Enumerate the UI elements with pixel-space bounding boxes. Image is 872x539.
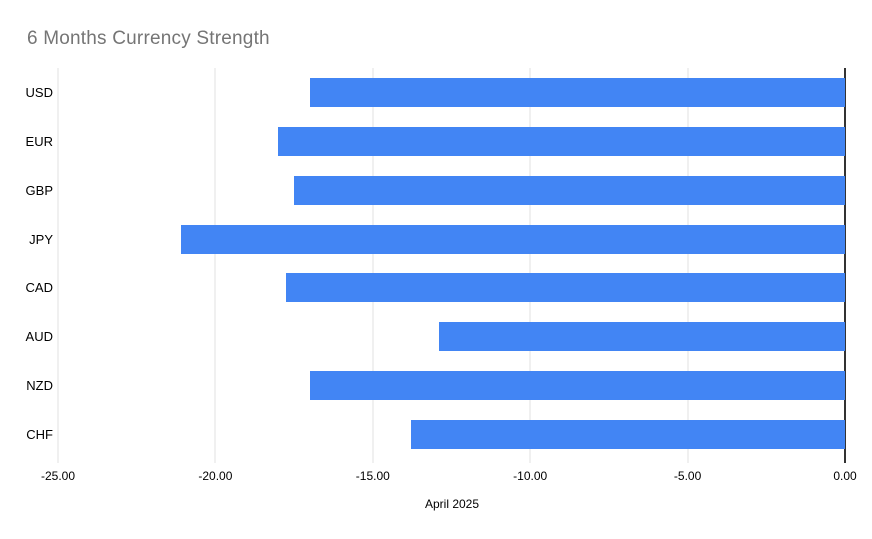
bar-aud — [438, 322, 845, 352]
y-axis-label: CHF — [26, 427, 53, 443]
x-tick-label: 0.00 — [833, 469, 857, 483]
bar-row — [58, 361, 845, 410]
plot-area: USD EUR GBP JPY CAD AUD NZD CHF -25.00 -20.00 -15… — [26, 68, 857, 483]
gridline — [57, 68, 59, 463]
bar-row — [58, 117, 845, 166]
gridline — [529, 68, 531, 463]
gridline — [687, 68, 689, 463]
bar-row — [58, 264, 845, 313]
y-axis-label: USD — [25, 84, 53, 100]
x-tick-label: -10.00 — [513, 469, 548, 483]
y-axis-label: AUD — [25, 329, 53, 345]
bar-cad — [286, 273, 845, 303]
bar-row — [58, 215, 845, 264]
y-axis-label: JPY — [29, 231, 53, 247]
x-tick-label: -15.00 — [355, 469, 390, 483]
y-axis-label: NZD — [26, 378, 53, 394]
bar-nzd — [309, 371, 845, 401]
bar-chf — [410, 420, 845, 450]
bar-eur — [278, 126, 845, 156]
y-axis-label: CAD — [25, 280, 53, 296]
bar-row — [58, 312, 845, 361]
x-tick-label: -25.00 — [40, 469, 76, 483]
zero-axis-line — [844, 68, 846, 463]
bar-row — [58, 166, 845, 215]
bar-jpy — [180, 224, 845, 254]
x-tick-label: -5.00 — [673, 469, 702, 483]
chart-title: 6 Months Currency Strength — [27, 28, 270, 49]
gridline — [214, 68, 216, 463]
bar-row — [58, 68, 845, 117]
y-axis-label: EUR — [25, 133, 53, 149]
y-axis-labels: USD EUR GBP JPY CAD AUD NZD CHF — [0, 68, 53, 459]
bar-series — [58, 68, 845, 459]
bar-row — [58, 410, 845, 459]
gridline — [372, 68, 374, 463]
bar-gbp — [294, 175, 845, 205]
x-tick-label: -20.00 — [198, 469, 233, 483]
y-axis-label: GBP — [25, 182, 53, 198]
x-axis-title: April 2025 — [424, 497, 480, 511]
bar-usd — [309, 77, 845, 107]
